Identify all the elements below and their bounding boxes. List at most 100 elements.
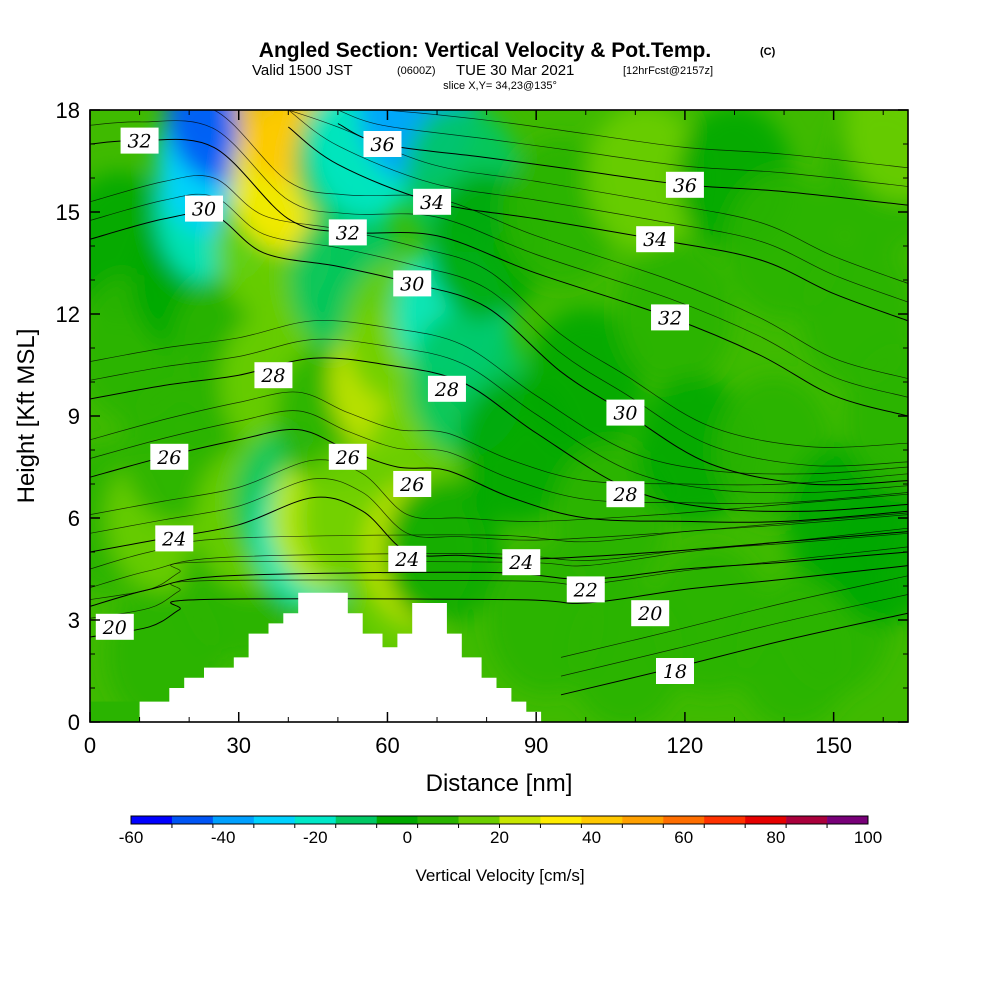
colorbar-swatch-5 — [335, 816, 377, 824]
svg-text:30: 30 — [192, 199, 216, 221]
svg-text:28: 28 — [260, 365, 285, 387]
isentrope-label-34-1: 34 — [636, 226, 675, 253]
isentrope-minor-34-0 — [288, 110, 908, 303]
isentrope-label-28-2: 28 — [606, 481, 645, 508]
colorbar-swatch-11 — [581, 816, 623, 824]
colorbar-swatch-15 — [745, 816, 787, 824]
isentrope-28 — [90, 357, 908, 512]
x-tick-label: 120 — [667, 733, 704, 758]
colorbar-tick-label: -20 — [303, 828, 328, 847]
isentrope-label-32-2: 32 — [651, 304, 690, 331]
isentrope-26 — [90, 428, 908, 523]
isentrope-label-30-2: 30 — [606, 399, 645, 426]
colorbar-swatch-14 — [704, 816, 746, 824]
colorbar-label: Vertical Velocity [cm/s] — [415, 866, 584, 885]
x-axis: 0 30 60 90 120 150 — [84, 110, 884, 758]
colorbar-swatch-16 — [786, 816, 828, 824]
isentrope-label-30-1: 30 — [393, 270, 432, 297]
isentrope-label-26-1: 26 — [328, 443, 367, 470]
colorbar-swatch-17 — [827, 816, 869, 824]
svg-text:30: 30 — [613, 403, 637, 425]
isentrope-minor-28-0 — [90, 338, 908, 494]
isentrope-minor-36-1 — [337, 110, 908, 169]
y-tick-label: 12 — [56, 302, 80, 327]
field-sample-53 — [825, 478, 908, 626]
colorbar-tick-label: -40 — [211, 828, 236, 847]
isentrope-label-20-0: 20 — [95, 613, 134, 640]
isentrope-24 — [90, 496, 908, 560]
colorbar-tick-label: 100 — [854, 828, 882, 847]
svg-text:26: 26 — [399, 474, 424, 496]
colorbar: -60 -40 -20 0 20 40 60 80 100 — [119, 815, 882, 847]
isentrope-minor-18-0 — [560, 594, 908, 677]
isentrope-label-18-0: 18 — [655, 658, 694, 684]
field-sample-55 — [845, 342, 908, 490]
subtitle-valid: Valid 1500 JST — [252, 62, 353, 79]
x-tick-label: 60 — [375, 733, 399, 758]
colorbar-swatch-3 — [253, 816, 296, 824]
field-sample-44 — [636, 376, 753, 524]
x-tick-label: 90 — [524, 733, 548, 758]
colorbar-tick-label: 20 — [490, 828, 509, 847]
y-tick-label: 18 — [56, 98, 80, 123]
svg-text:32: 32 — [127, 131, 151, 153]
isentrope-label-30-0: 30 — [185, 195, 224, 222]
svg-text:26: 26 — [156, 447, 181, 469]
svg-text:28: 28 — [434, 379, 459, 401]
colorbar-tick-label: -60 — [119, 828, 144, 847]
x-tick-label: 150 — [815, 733, 852, 758]
isentrope-20 — [90, 565, 908, 638]
isentrope-minor-36-0 — [337, 110, 908, 187]
svg-text:28: 28 — [612, 484, 637, 506]
colorbar-swatch-6 — [376, 816, 418, 824]
svg-text:30: 30 — [400, 273, 424, 295]
subtitle-utc: (0600Z) — [397, 65, 436, 77]
isentrope-label-28-1: 28 — [427, 375, 466, 402]
colorbar-swatch-9 — [499, 816, 541, 824]
colorbar-tick-label: 40 — [582, 828, 601, 847]
svg-text:34: 34 — [420, 192, 444, 214]
isentrope-minor-26-0 — [90, 410, 908, 504]
surface-strip — [90, 701, 140, 722]
svg-text:32: 32 — [658, 307, 682, 329]
isentrope-label-36-0: 36 — [363, 131, 402, 157]
isentrope-label-34-0: 34 — [413, 188, 452, 215]
svg-text:26: 26 — [335, 447, 360, 469]
isentrope-34 — [288, 126, 908, 322]
y-axis-label: Height [Kft MSL] — [13, 329, 40, 504]
terrain — [139, 592, 542, 722]
svg-text:34: 34 — [643, 229, 667, 251]
colorbar-swatch-4 — [294, 816, 337, 824]
field-sample-42 — [587, 110, 704, 252]
isentrope-label-32-0: 32 — [120, 127, 159, 154]
slice-label: slice X,Y= 34,23@135° — [443, 80, 557, 92]
isentrope-minor-32-0 — [90, 120, 908, 398]
isentrope-label-36-1: 36 — [665, 171, 704, 198]
svg-text:36: 36 — [370, 134, 394, 156]
isentrope-minor-24-1 — [90, 459, 908, 522]
svg-text:32: 32 — [336, 222, 360, 244]
y-tick-label: 6 — [68, 506, 80, 531]
isentrope-label-26-0: 26 — [150, 443, 189, 470]
colorbar-swatch-12 — [622, 816, 664, 824]
subtitle-date: TUE 30 Mar 2021 — [456, 62, 574, 79]
svg-text:20: 20 — [637, 603, 662, 625]
svg-text:18: 18 — [663, 661, 687, 683]
isentrope-minor-18-1 — [560, 575, 908, 658]
colorbar-swatch-7 — [417, 816, 459, 824]
colorbar-swatch-1 — [171, 816, 214, 824]
isentrope-label-24-1: 24 — [388, 545, 427, 572]
isentrope-label-22-0: 22 — [566, 576, 605, 603]
isentrope-32 — [90, 138, 908, 417]
svg-text:24: 24 — [508, 552, 533, 574]
isentrope-18 — [560, 612, 908, 696]
isentrope-labels: 18 20 20 22 24 24 24 26 26 26 28 28 28 30 30 30 32 32 32 34… — [95, 127, 704, 684]
svg-text:36: 36 — [673, 175, 697, 197]
y-tick-label: 15 — [56, 200, 80, 225]
isentrope-label-24-2: 24 — [502, 549, 541, 576]
svg-text:22: 22 — [573, 579, 598, 601]
x-axis-label: Distance [nm] — [426, 770, 573, 797]
subtitle-forecast: [12hrFcst@2157z] — [623, 65, 713, 77]
x-tick-label: 0 — [84, 733, 96, 758]
y-tick-label: 9 — [68, 404, 80, 429]
